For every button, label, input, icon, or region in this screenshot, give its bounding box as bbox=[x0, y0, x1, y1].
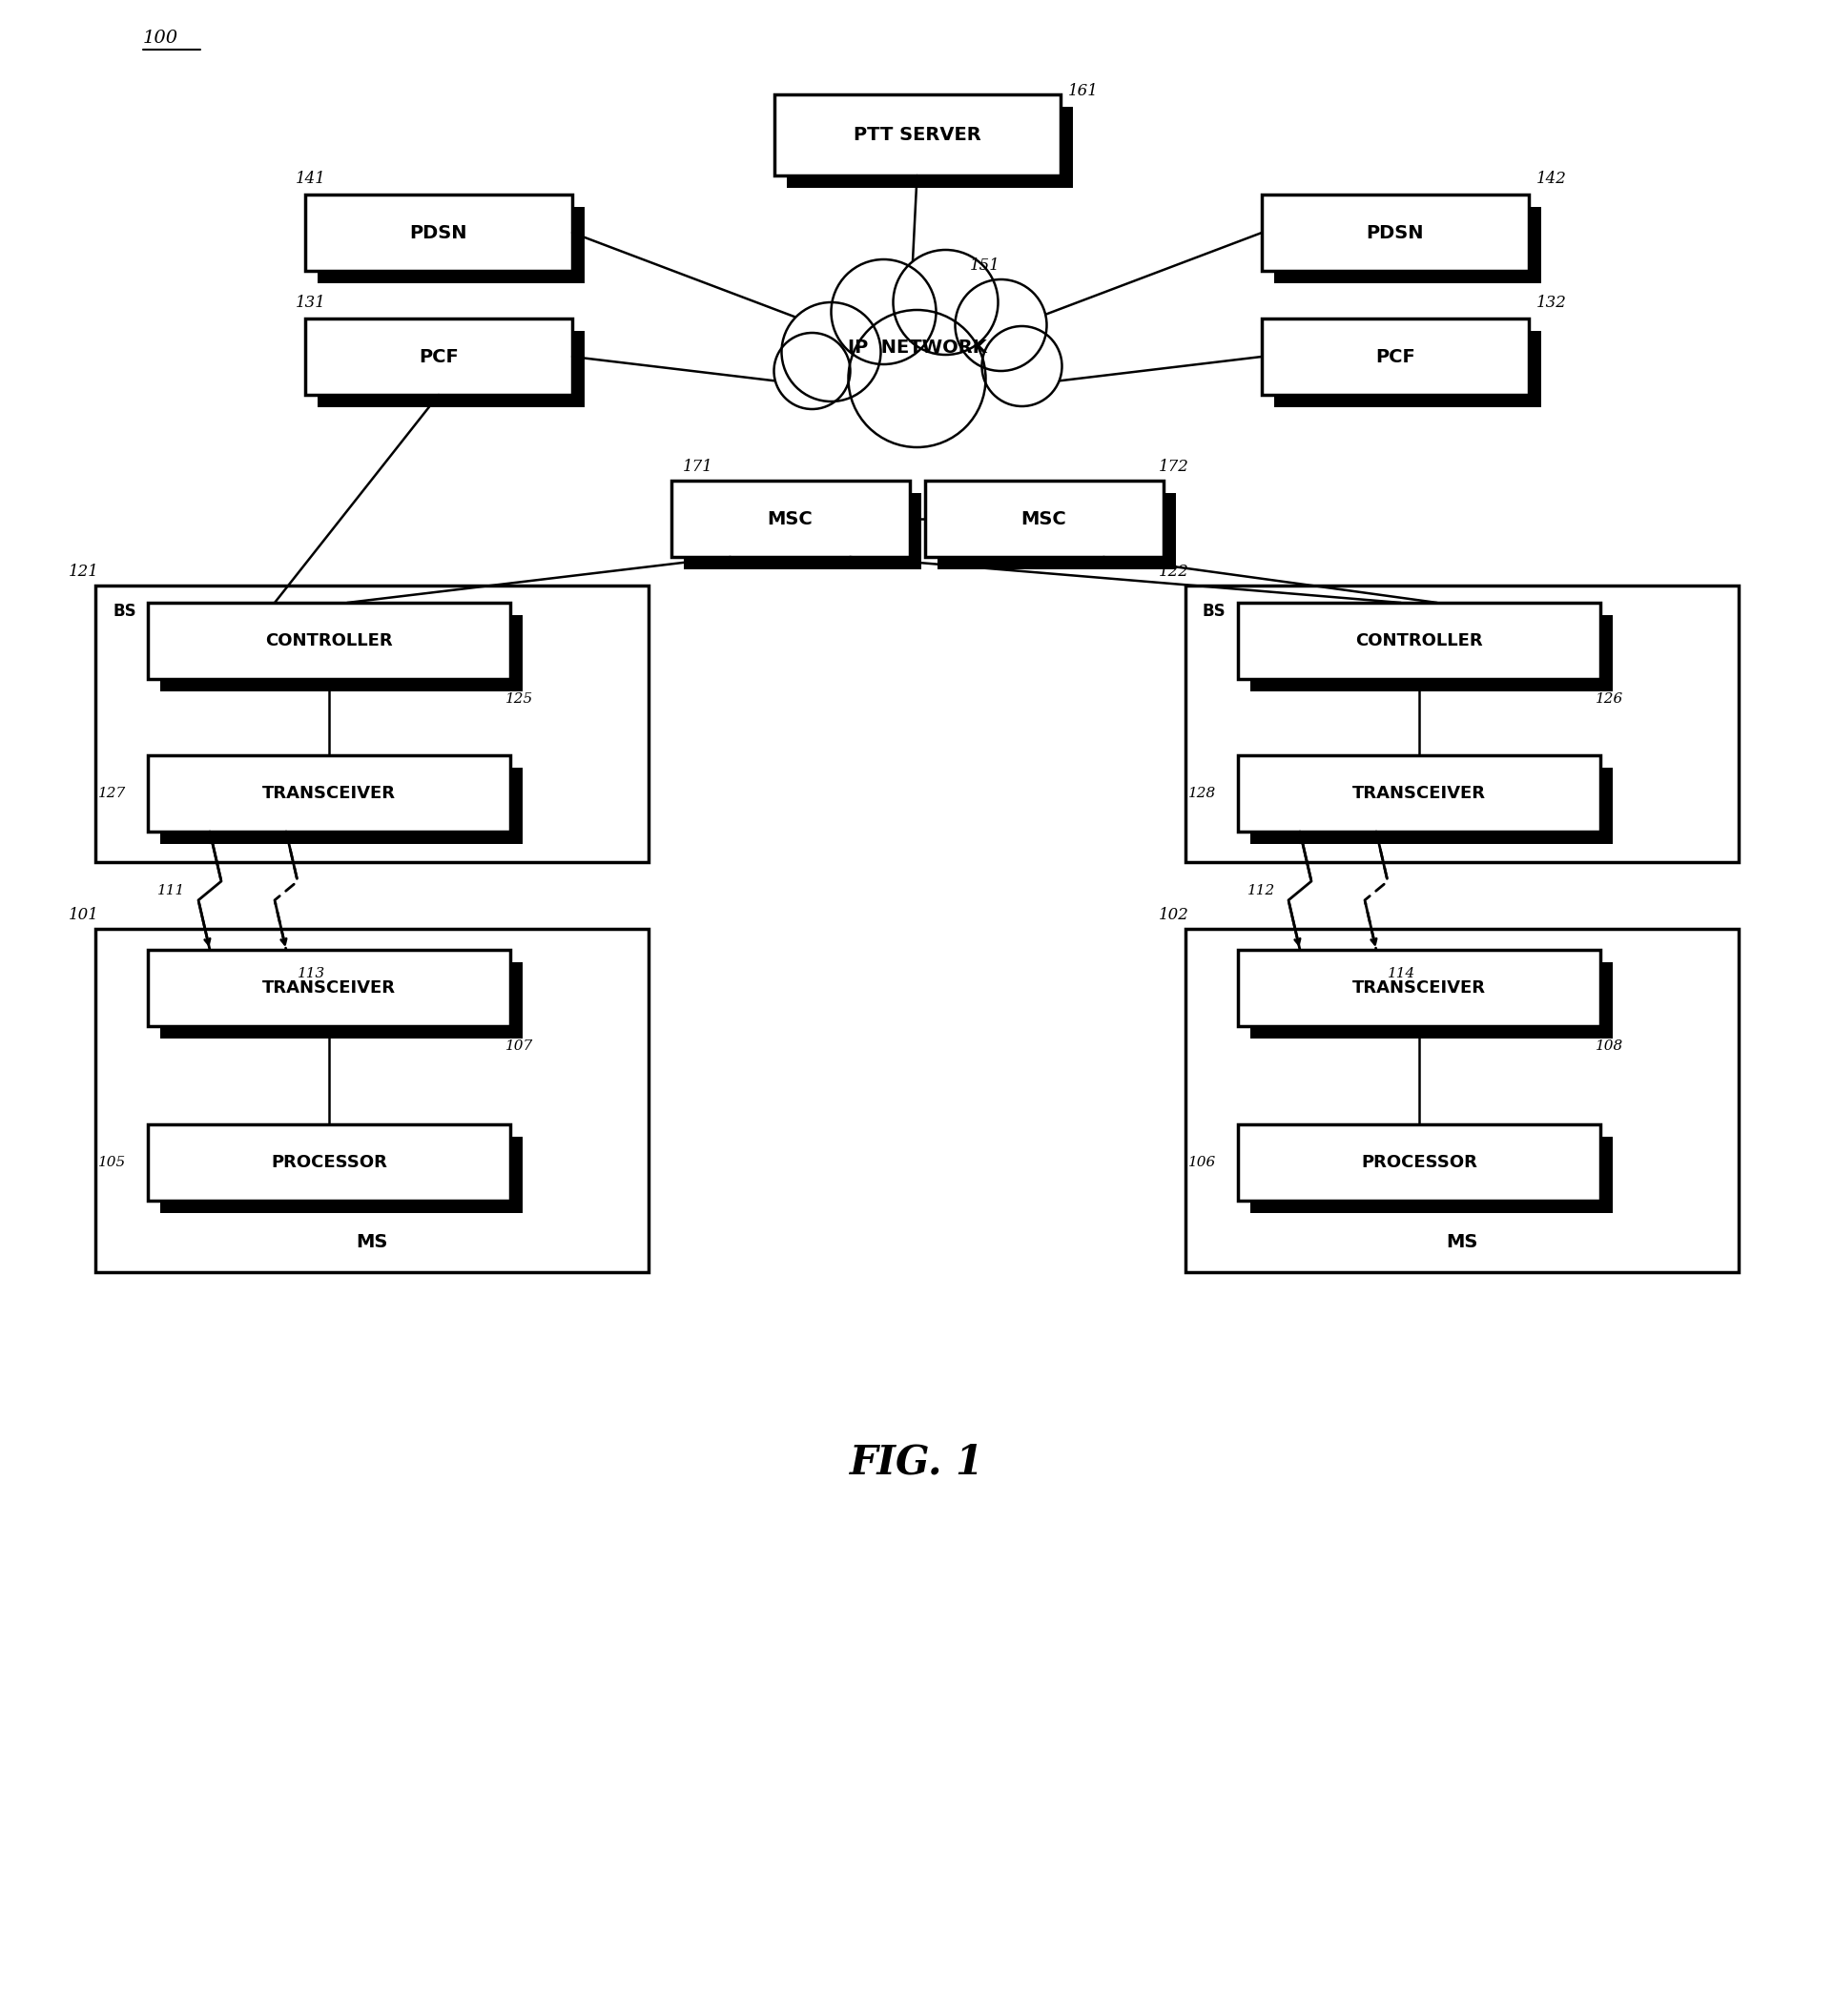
Text: CONTROLLER: CONTROLLER bbox=[1355, 633, 1484, 649]
Bar bbox=[149, 1125, 510, 1202]
Text: PCF: PCF bbox=[1376, 347, 1416, 365]
Bar bbox=[1275, 208, 1541, 282]
Text: 102: 102 bbox=[1159, 907, 1188, 923]
Text: 122: 122 bbox=[1159, 564, 1188, 581]
Bar bbox=[160, 962, 523, 1038]
Bar bbox=[684, 494, 923, 569]
Text: 107: 107 bbox=[506, 1040, 534, 1052]
Bar bbox=[1262, 194, 1530, 270]
Text: FIG. 1: FIG. 1 bbox=[849, 1443, 985, 1484]
Bar bbox=[1262, 319, 1530, 395]
Bar bbox=[1185, 929, 1739, 1272]
Bar bbox=[937, 494, 1176, 569]
Circle shape bbox=[774, 333, 851, 409]
Bar bbox=[1238, 1125, 1601, 1202]
Text: TRANSCEIVER: TRANSCEIVER bbox=[1352, 980, 1486, 996]
Bar bbox=[1251, 768, 1612, 845]
Bar bbox=[1251, 1137, 1612, 1214]
Text: 126: 126 bbox=[1596, 691, 1623, 706]
Text: 105: 105 bbox=[99, 1155, 127, 1169]
Bar bbox=[1251, 962, 1612, 1038]
Bar bbox=[1238, 756, 1601, 831]
Bar bbox=[304, 319, 572, 395]
Circle shape bbox=[781, 302, 880, 401]
Bar bbox=[95, 585, 649, 863]
Text: MS: MS bbox=[1447, 1234, 1478, 1252]
Text: 111: 111 bbox=[158, 885, 185, 897]
Text: CONTROLLER: CONTROLLER bbox=[266, 633, 392, 649]
Bar bbox=[160, 768, 523, 845]
Text: 108: 108 bbox=[1596, 1040, 1623, 1052]
Text: IP  NETWORK: IP NETWORK bbox=[847, 339, 987, 357]
Bar bbox=[1251, 615, 1612, 691]
Text: 171: 171 bbox=[682, 460, 713, 476]
Circle shape bbox=[956, 280, 1047, 371]
Text: BS: BS bbox=[1203, 603, 1227, 619]
Text: PTT SERVER: PTT SERVER bbox=[853, 125, 981, 143]
Text: PROCESSOR: PROCESSOR bbox=[1361, 1153, 1476, 1171]
Bar bbox=[1185, 585, 1739, 863]
Text: TRANSCEIVER: TRANSCEIVER bbox=[1352, 784, 1486, 802]
Bar bbox=[160, 1137, 523, 1214]
Bar bbox=[1238, 603, 1601, 679]
Text: 161: 161 bbox=[1067, 83, 1099, 99]
Text: 141: 141 bbox=[295, 171, 326, 187]
Text: 106: 106 bbox=[1188, 1155, 1216, 1169]
Bar bbox=[787, 107, 1073, 187]
Bar bbox=[671, 480, 910, 556]
Text: 112: 112 bbox=[1247, 885, 1275, 897]
Text: 131: 131 bbox=[295, 294, 326, 310]
Text: PCF: PCF bbox=[418, 347, 458, 365]
Circle shape bbox=[981, 327, 1062, 407]
Bar bbox=[304, 194, 572, 270]
Bar bbox=[95, 929, 649, 1272]
Text: BS: BS bbox=[112, 603, 136, 619]
Text: 127: 127 bbox=[99, 786, 127, 800]
Circle shape bbox=[849, 310, 985, 448]
Text: 113: 113 bbox=[297, 968, 325, 980]
Text: 151: 151 bbox=[970, 258, 1000, 274]
Text: 114: 114 bbox=[1388, 968, 1416, 980]
Circle shape bbox=[893, 250, 998, 355]
Bar bbox=[149, 603, 510, 679]
Bar bbox=[149, 756, 510, 831]
Text: 128: 128 bbox=[1188, 786, 1216, 800]
Text: 172: 172 bbox=[1159, 460, 1188, 476]
Bar bbox=[149, 950, 510, 1026]
Text: TRANSCEIVER: TRANSCEIVER bbox=[262, 784, 396, 802]
Text: 121: 121 bbox=[68, 564, 99, 581]
Text: 132: 132 bbox=[1537, 294, 1566, 310]
Bar bbox=[774, 95, 1060, 175]
Bar bbox=[924, 480, 1163, 556]
Bar bbox=[160, 615, 523, 691]
Text: 142: 142 bbox=[1537, 171, 1566, 187]
Text: 100: 100 bbox=[143, 30, 178, 46]
Bar bbox=[317, 208, 585, 282]
Text: TRANSCEIVER: TRANSCEIVER bbox=[262, 980, 396, 996]
Text: PDSN: PDSN bbox=[1366, 224, 1425, 242]
Text: MSC: MSC bbox=[767, 510, 812, 528]
Bar bbox=[1275, 331, 1541, 407]
Text: 125: 125 bbox=[506, 691, 534, 706]
Bar bbox=[317, 331, 585, 407]
Text: 101: 101 bbox=[68, 907, 99, 923]
Circle shape bbox=[831, 260, 935, 365]
Text: PROCESSOR: PROCESSOR bbox=[271, 1153, 387, 1171]
Text: PDSN: PDSN bbox=[409, 224, 468, 242]
Bar bbox=[1238, 950, 1601, 1026]
Text: MS: MS bbox=[356, 1234, 387, 1252]
Text: MSC: MSC bbox=[1022, 510, 1067, 528]
